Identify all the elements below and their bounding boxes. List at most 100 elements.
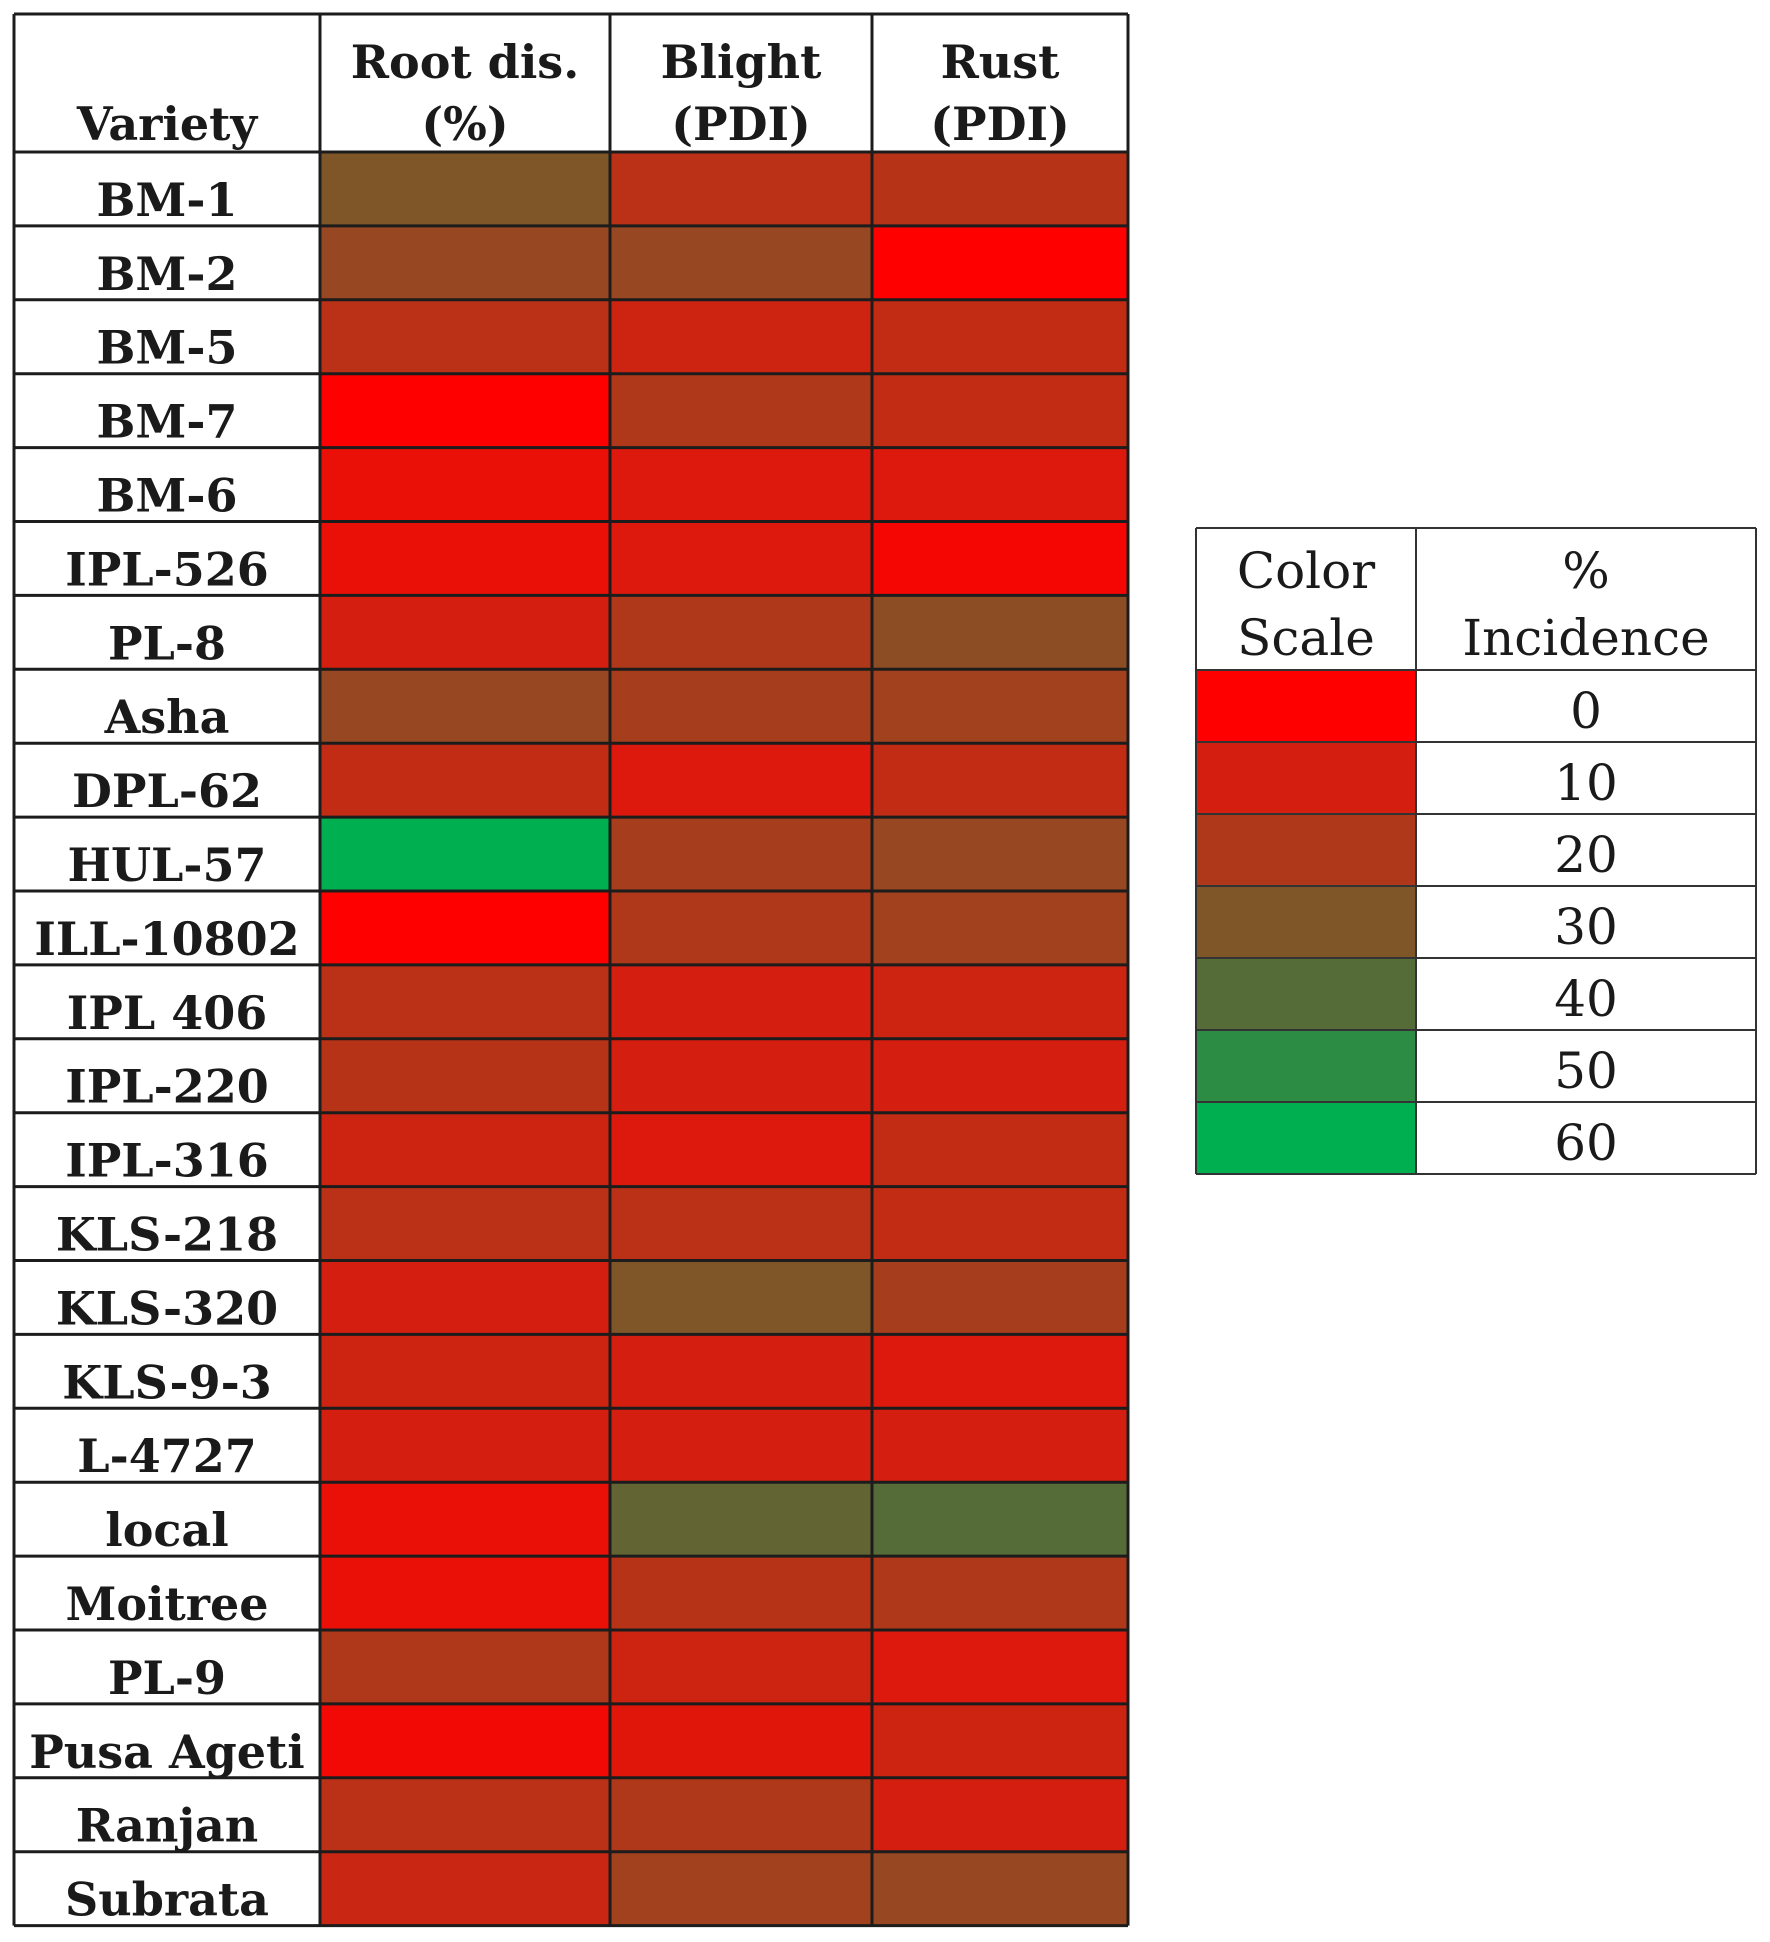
heat-cell: [610, 743, 872, 818]
heat-cell: [872, 1186, 1128, 1261]
heat-cell: [872, 225, 1128, 300]
heat-cell: [872, 1334, 1128, 1409]
heat-cell: [320, 1556, 610, 1630]
heat-cell: [320, 817, 610, 891]
variety-label: Moitree: [65, 1577, 268, 1631]
variety-cell: [14, 152, 320, 226]
heat-cell: [872, 447, 1128, 522]
legend-value: 60: [1554, 1114, 1618, 1172]
legend-swatch: [1196, 958, 1416, 1030]
legend-value-cell: [1416, 1102, 1756, 1174]
heat-cell: [320, 1482, 610, 1557]
heat-cell: [610, 521, 872, 596]
legend-swatch: [1196, 1102, 1416, 1174]
legend-header-left-line1: Color: [1237, 542, 1375, 600]
heat-cell: [320, 447, 610, 522]
legend-value: 0: [1570, 682, 1602, 740]
legend-value-cell: [1416, 742, 1756, 814]
header-col-1-line1: Root dis.: [351, 35, 579, 89]
heat-cell: [610, 373, 872, 448]
heat-cell: [320, 1777, 610, 1852]
heat-cell: [320, 964, 610, 1039]
variety-label: BM-5: [97, 321, 238, 375]
variety-label: IPL-526: [65, 542, 269, 596]
heat-cell: [320, 1186, 610, 1261]
header-col-1-line2: (%): [421, 97, 508, 151]
variety-cell: [14, 595, 320, 670]
heat-cell: [872, 1556, 1128, 1630]
heat-cell: [320, 1703, 610, 1778]
heat-cell: [610, 447, 872, 522]
variety-cell: [14, 1851, 320, 1926]
heat-cell: [872, 1038, 1128, 1113]
variety-label: ILL-10802: [34, 912, 299, 966]
variety-label: KLS-9-3: [62, 1355, 271, 1409]
variety-cell: [14, 1777, 320, 1852]
heat-cell: [610, 152, 872, 226]
heat-cell: [320, 299, 610, 374]
heat-cell: [610, 1482, 872, 1557]
heat-cell: [610, 964, 872, 1039]
variety-cell: [14, 373, 320, 448]
heat-cell: [320, 521, 610, 596]
legend-swatch: [1196, 886, 1416, 958]
heat-cell: [872, 152, 1128, 226]
variety-label: PL-9: [108, 1651, 226, 1705]
heat-cell: [610, 299, 872, 374]
legend-value-cell: [1416, 1030, 1756, 1102]
header-col-3-line1: Rust: [941, 35, 1061, 89]
heat-cell: [320, 1260, 610, 1335]
legend-header: [1196, 528, 1756, 670]
heat-cell: [610, 595, 872, 670]
variety-label: Pusa Ageti: [29, 1725, 305, 1779]
legend-swatch: [1196, 742, 1416, 814]
heat-cell: [320, 1334, 610, 1409]
variety-label: Subrata: [65, 1873, 269, 1927]
header-col-2-line1: Blight: [661, 35, 822, 89]
heat-cell: [872, 891, 1128, 965]
heat-cell: [610, 1334, 872, 1409]
variety-cell: [14, 299, 320, 374]
legend-value-cell: [1416, 670, 1756, 742]
variety-label: BM-1: [97, 173, 238, 227]
heat-cell: [320, 152, 610, 226]
heat-cell: [320, 891, 610, 965]
legend-header-right-line2: Incidence: [1462, 609, 1709, 667]
variety-label: BM-6: [97, 469, 238, 523]
heat-cell: [610, 1112, 872, 1187]
heat-cell: [610, 1260, 872, 1335]
variety-label: PL-8: [108, 616, 226, 670]
heat-cell: [872, 1482, 1128, 1557]
variety-label: IPL 406: [67, 986, 268, 1040]
variety-cell: [14, 669, 320, 744]
variety-label: BM-2: [97, 247, 238, 301]
heat-cell: [872, 373, 1128, 448]
header-col-3-line2: (PDI): [930, 97, 1070, 151]
variety-label: L-4727: [77, 1429, 256, 1483]
variety-label: Asha: [104, 690, 230, 744]
heat-cell: [610, 1408, 872, 1483]
variety-cell: [14, 1260, 320, 1335]
legend-swatch: [1196, 814, 1416, 886]
heat-cell: [610, 1038, 872, 1113]
heat-cell: [320, 1038, 610, 1113]
heat-cell: [320, 1851, 610, 1926]
heat-cell: [610, 1703, 872, 1778]
variety-label: DPL-62: [72, 764, 262, 818]
legend-header-right-line1: %: [1562, 542, 1610, 600]
heat-cell: [872, 964, 1128, 1039]
variety-cell: [14, 1038, 320, 1113]
legend-value-cell: [1416, 958, 1756, 1030]
heat-cell: [872, 1777, 1128, 1852]
heat-cell: [872, 1703, 1128, 1778]
heat-cell: [320, 669, 610, 744]
heat-cell: [320, 373, 610, 448]
heat-cell: [872, 669, 1128, 744]
heat-cell: [872, 1112, 1128, 1187]
heat-cell: [872, 1260, 1128, 1335]
variety-label: HUL-57: [67, 838, 266, 892]
heat-cell: [320, 1112, 610, 1187]
variety-label: BM-7: [97, 395, 238, 449]
variety-cell: [14, 743, 320, 818]
heat-cell: [610, 225, 872, 300]
